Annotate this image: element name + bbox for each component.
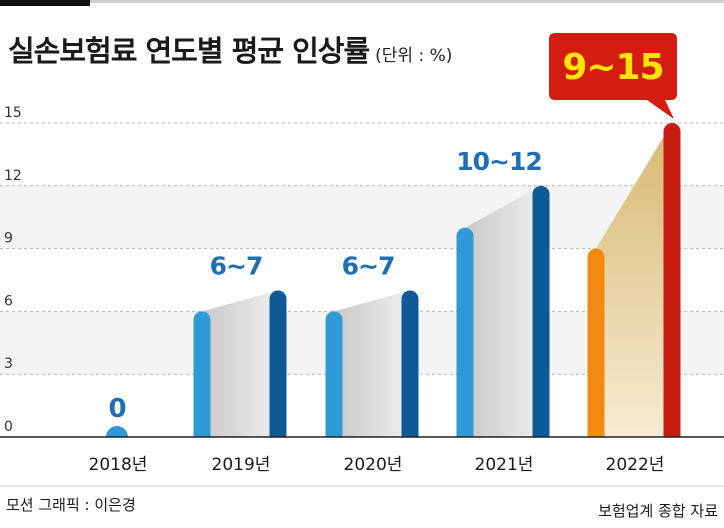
bar-high — [532, 185, 550, 437]
bar-low — [587, 248, 605, 437]
bar-high — [269, 290, 287, 437]
x-tick-label: 2022년 — [606, 455, 665, 475]
x-tick-label: 2021년 — [475, 455, 534, 475]
y-tick-label: 9 — [4, 231, 13, 247]
chart-title: 실손보험료 연도별 평균 인상률 (단위 : %) — [8, 28, 452, 70]
chart-title-text: 실손보험료 연도별 평균 인상률 — [8, 34, 370, 68]
y-tick-label: 12 — [4, 168, 22, 184]
bar-zero-marker — [106, 426, 128, 437]
title-area: 실손보험료 연도별 평균 인상률 (단위 : %) — [0, 0, 724, 90]
x-tick-label: 2020년 — [344, 455, 403, 475]
data-label: 6~7 — [210, 251, 263, 280]
bar-low — [193, 311, 211, 437]
source-credit: 보험업계 종합 자료 — [598, 502, 718, 520]
data-label: 6~7 — [342, 251, 395, 280]
range-band — [334, 290, 410, 437]
data-label: 0 — [108, 394, 125, 424]
bar-high — [401, 290, 419, 437]
highlight-callout — [549, 33, 677, 119]
highlight-range-band — [596, 123, 672, 437]
bar-low — [456, 227, 474, 437]
range-band — [465, 185, 541, 437]
graphic-credit: 모션 그래픽 : 이은경 — [6, 496, 136, 514]
y-tick-label: 15 — [4, 105, 22, 121]
bar-low — [325, 311, 343, 437]
bar-high — [663, 123, 681, 437]
chart-unit: (단위 : %) — [375, 46, 453, 66]
data-label-highlight: 9~15 — [562, 47, 663, 88]
range-band — [202, 290, 278, 437]
y-tick-label: 6 — [4, 293, 13, 309]
top-accent-bar — [0, 0, 90, 6]
x-tick-label: 2018년 — [89, 455, 148, 475]
data-label: 10~12 — [456, 147, 542, 176]
y-tick-label: 0 — [4, 419, 13, 435]
top-rule — [0, 0, 724, 3]
y-tick-label: 3 — [4, 356, 13, 372]
x-tick-label: 2019년 — [212, 455, 271, 475]
